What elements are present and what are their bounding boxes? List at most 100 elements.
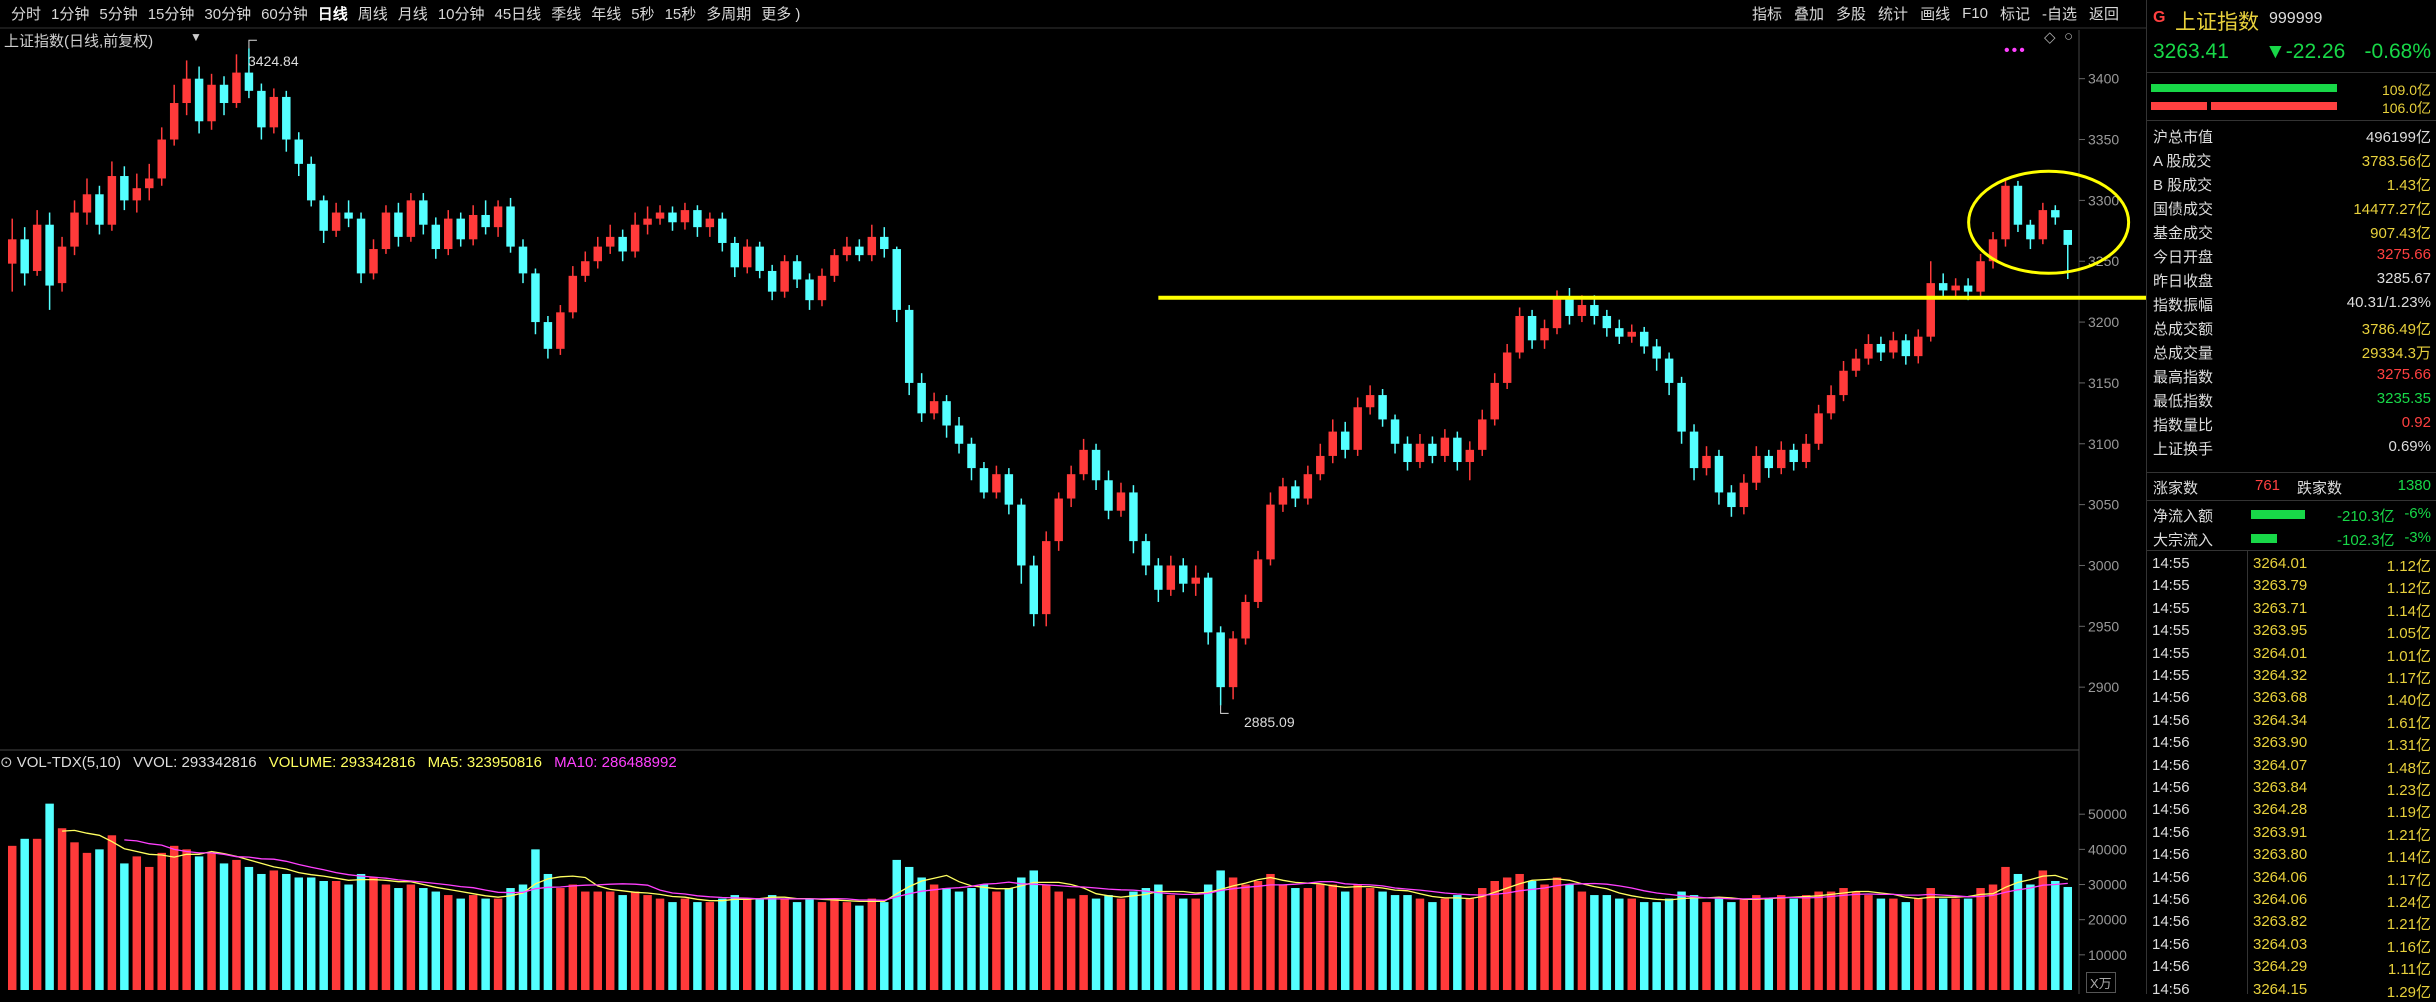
tick-price: 3264.01	[2253, 555, 2308, 572]
period-tab[interactable]: 45日线	[494, 5, 542, 23]
period-tab[interactable]: 5秒	[631, 5, 655, 23]
tool-button[interactable]: 统计	[1878, 5, 1909, 23]
candle-body	[1689, 431, 1699, 469]
candle-body	[830, 255, 839, 276]
volume-bar	[743, 898, 752, 990]
dots-icon[interactable]: •••	[2004, 42, 2027, 59]
period-tab[interactable]: 年线	[591, 5, 622, 23]
volume-bar	[1851, 891, 1861, 990]
candle-body	[655, 212, 665, 219]
candle-body	[1727, 492, 1736, 508]
tick-time: 14:56	[2152, 801, 2190, 819]
candle-body	[605, 236, 615, 247]
volume-bar	[2013, 873, 2023, 990]
tool-button[interactable]: 返回	[2088, 5, 2119, 23]
volume-collapse-icon[interactable]: ⊙	[0, 754, 17, 771]
candle-body	[1116, 492, 1126, 511]
period-tab[interactable]: 15秒	[664, 5, 697, 23]
volume-bar	[331, 881, 341, 990]
turnover-bar-2-value: 106.0亿	[2381, 100, 2431, 116]
volume-bar	[1303, 888, 1313, 990]
candle-body	[1864, 343, 1873, 359]
volume-bar	[1901, 902, 1911, 990]
tick-row: 14:56 3264.07 1.48亿	[2147, 755, 2436, 777]
volume-bar	[1801, 895, 1811, 990]
volume-value: VOLUME: 293342816	[268, 754, 416, 771]
candle-body	[20, 239, 29, 274]
period-tab[interactable]: 15分钟	[147, 5, 195, 23]
tick-volume: 1.11亿	[2387, 961, 2431, 979]
stat-label: 基金成交	[2153, 225, 2214, 242]
tool-button[interactable]: 多股	[1836, 5, 1867, 23]
period-tab[interactable]: 分时	[11, 5, 42, 23]
volume-tick-label: 30000	[2088, 877, 2127, 893]
candle-body	[319, 200, 328, 231]
candle-body	[1677, 382, 1686, 432]
candle-body	[381, 212, 391, 250]
candle-body	[2038, 210, 2048, 240]
tick-time: 14:56	[2152, 779, 2190, 796]
expand-icon[interactable]: ◇	[2044, 29, 2056, 46]
tool-button[interactable]: -自选	[2041, 5, 2077, 23]
candle-body	[755, 246, 764, 271]
volume-bar	[257, 873, 266, 990]
volume-bar	[1017, 877, 1026, 990]
candle-body	[581, 261, 590, 276]
volume-bar	[1764, 898, 1774, 990]
tool-button[interactable]: 叠加	[1794, 5, 1825, 23]
tick-time: 14:56	[2152, 868, 2190, 886]
volume-ma5-line	[62, 829, 2068, 903]
stat-row: 上证换手 0.69%	[2147, 436, 2436, 459]
candle-body	[892, 249, 901, 310]
candle-body	[1577, 305, 1587, 316]
candle-body	[1353, 407, 1362, 450]
volume-bar	[157, 852, 166, 990]
flow-label: 净流入额	[2153, 508, 2214, 525]
period-tab[interactable]: 10分钟	[437, 5, 485, 23]
flow-value: -102.3亿	[2337, 532, 2395, 549]
tool-button[interactable]: F10	[1962, 4, 1988, 22]
period-tab[interactable]: 60分钟	[261, 5, 308, 23]
tick-time: 14:55	[2152, 644, 2190, 662]
volume-bar	[556, 888, 565, 990]
vvol-value: VVOL: 293342816	[133, 754, 257, 771]
volume-bar	[506, 888, 515, 990]
period-tab[interactable]: 多周期	[706, 5, 752, 23]
period-tab[interactable]: 季线	[551, 5, 582, 23]
volume-indicator-name[interactable]: VOL-TDX(5,10)	[16, 754, 121, 771]
period-tab[interactable]: 更多 )	[761, 5, 801, 23]
stat-label: 昨日收盘	[2153, 273, 2214, 290]
flow-pct: -3%	[2404, 529, 2431, 546]
tick-row: 14:55 3263.71 1.14亿	[2147, 598, 2436, 620]
volume-bar	[107, 835, 117, 990]
tool-button[interactable]: 标记	[1999, 5, 2030, 23]
volume-bar	[2026, 884, 2035, 990]
candle-body	[232, 72, 241, 104]
period-tab[interactable]: 日线	[317, 5, 348, 23]
stat-value: 3275.66	[2376, 366, 2431, 383]
candle-body	[1814, 413, 1823, 444]
volume-bar	[805, 898, 814, 990]
candle-body	[1527, 315, 1537, 341]
volume-bar	[1166, 895, 1176, 990]
period-tab[interactable]: 5分钟	[99, 5, 138, 23]
candle-body	[917, 382, 926, 414]
period-tab[interactable]: 1分钟	[51, 5, 90, 23]
turnover-bar-1: 109.0亿	[2147, 80, 2436, 98]
volume-bar	[855, 905, 864, 990]
volume-bar	[1664, 898, 1674, 990]
candle-body	[1664, 358, 1674, 383]
settings-caret-icon[interactable]: ▼	[190, 30, 202, 44]
candle-body	[1303, 474, 1313, 499]
tool-button[interactable]: 画线	[1920, 5, 1951, 23]
index-title[interactable]: 上证指数	[2175, 11, 2259, 34]
candle-body	[1253, 559, 1263, 602]
candle-body	[718, 218, 727, 243]
period-tab[interactable]: 周线	[357, 5, 388, 23]
period-tab[interactable]: 月线	[397, 5, 428, 23]
tool-button[interactable]: 指标	[1752, 5, 1783, 23]
minimize-icon[interactable]: ○	[2064, 28, 2074, 45]
tick-price: 3264.01	[2253, 644, 2308, 662]
period-tab[interactable]: 30分钟	[204, 5, 252, 23]
